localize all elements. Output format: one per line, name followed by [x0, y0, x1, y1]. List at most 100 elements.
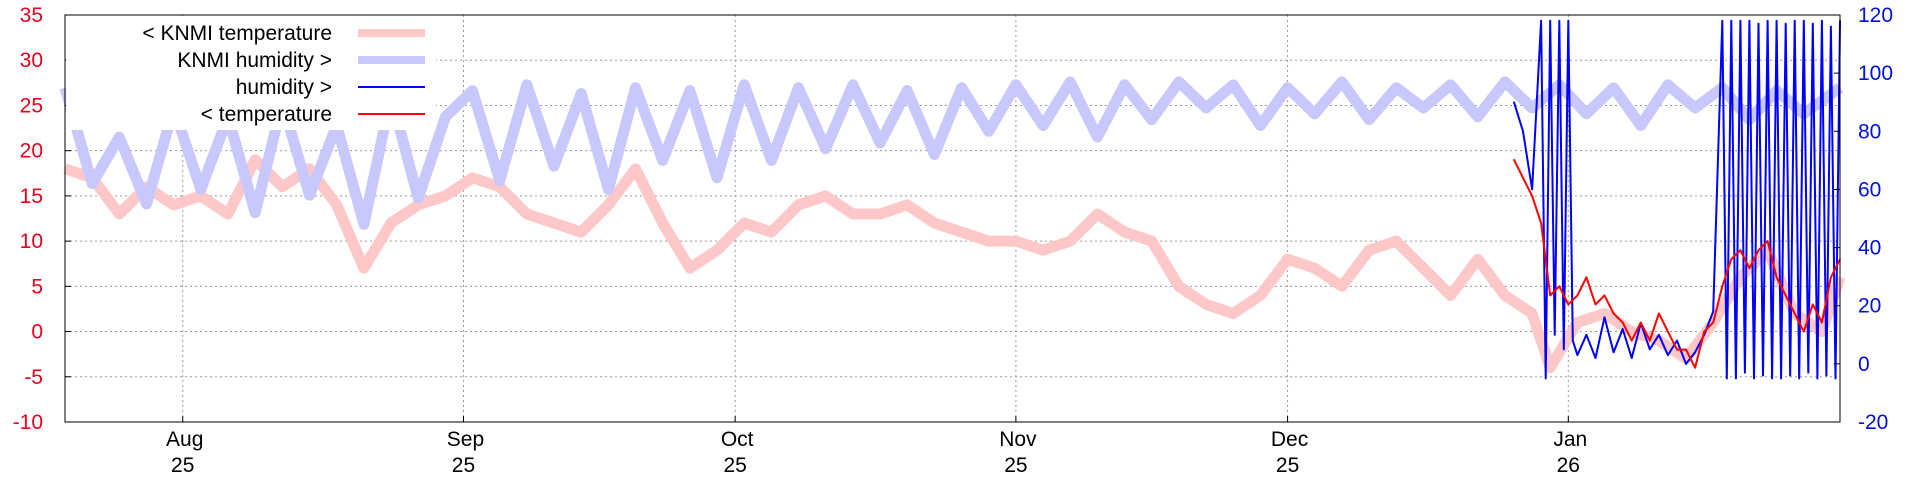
data-point — [1703, 330, 1705, 333]
data-point — [1712, 310, 1714, 313]
series-0 — [63, 154, 1846, 374]
data-point — [1766, 249, 1769, 251]
data-point — [1762, 374, 1764, 377]
data-point — [1771, 377, 1773, 380]
data-point — [1630, 330, 1633, 333]
data-point — [1567, 303, 1570, 306]
data-point — [1313, 113, 1316, 115]
data-point — [1775, 276, 1778, 279]
data-point — [1816, 377, 1819, 380]
data-point — [1649, 348, 1651, 351]
data-point — [1640, 321, 1642, 324]
data-point — [1558, 285, 1561, 288]
data-point — [200, 188, 202, 191]
data-point — [1015, 240, 1017, 242]
y-tick-label: 15 — [20, 185, 43, 208]
data-point — [1694, 366, 1696, 369]
data-point — [661, 222, 664, 224]
x-tick-month: Dec — [1271, 428, 1308, 451]
legend-layer: < KNMI temperature KNMI humidity > humidit… — [66, 16, 436, 130]
data-point — [1784, 22, 1787, 25]
data-point — [363, 267, 365, 270]
data-point — [987, 130, 990, 133]
data-point — [1630, 339, 1633, 342]
data-point — [1621, 328, 1624, 330]
x-tick-month: Aug — [166, 428, 203, 451]
data-point — [1812, 303, 1814, 306]
data-point — [933, 153, 936, 156]
x-tick-month: Oct — [721, 428, 754, 451]
data-point — [145, 203, 148, 205]
data-point — [1712, 321, 1714, 324]
data-point — [417, 204, 420, 206]
y2-tick-label: 0 — [1858, 353, 1870, 376]
data-point — [1825, 374, 1828, 377]
data-point — [553, 222, 555, 224]
data-point — [1676, 339, 1678, 342]
data-point — [1821, 321, 1823, 324]
data-point — [716, 177, 718, 179]
data-point — [1205, 303, 1207, 306]
data-point — [1667, 84, 1669, 86]
data-point — [1069, 81, 1071, 83]
data-point — [1531, 188, 1533, 191]
data-point — [1341, 285, 1343, 288]
data-point — [906, 89, 908, 92]
axes-layer: -10 -5 0 5 10 15 20 25 30 35 -20 0 20 40 60 80 100 120 Aug… — [13, 4, 1893, 477]
data-point — [852, 84, 854, 86]
data-point — [1259, 124, 1262, 127]
data-point — [1576, 294, 1579, 297]
data-point — [1563, 348, 1565, 351]
data-point — [716, 249, 718, 251]
data-point — [1821, 330, 1823, 333]
data-point — [1422, 107, 1425, 109]
data-point — [1395, 240, 1398, 242]
data-point — [797, 204, 800, 206]
data-point — [879, 213, 881, 215]
data-point — [1576, 354, 1579, 356]
data-point — [1567, 20, 1570, 22]
data-point — [1821, 20, 1823, 22]
data-point — [1015, 84, 1017, 86]
y-tick-label: 35 — [20, 4, 43, 27]
x-tick-month: Jan — [1553, 428, 1587, 451]
data-point — [1522, 177, 1524, 179]
data-point — [1286, 86, 1289, 89]
data-point — [471, 89, 474, 92]
y-tick-label: 0 — [31, 321, 43, 344]
y2-tick-label: 120 — [1858, 4, 1893, 27]
data-point — [743, 222, 745, 224]
data-point — [1522, 130, 1524, 133]
data-point — [1812, 22, 1814, 25]
y-tick-label: -10 — [13, 411, 43, 434]
data-point — [1178, 285, 1180, 288]
data-point — [1667, 354, 1669, 356]
data-point — [1549, 294, 1551, 297]
data-point — [1150, 118, 1153, 121]
data-point — [580, 231, 582, 233]
data-point — [1558, 20, 1561, 22]
data-point — [91, 182, 93, 185]
data-point — [824, 147, 827, 150]
legend-label: < temperature — [201, 103, 332, 126]
data-point — [1422, 267, 1425, 270]
data-point — [1775, 20, 1778, 22]
data-point — [1612, 312, 1615, 315]
data-point — [580, 92, 582, 95]
data-point — [1205, 107, 1207, 109]
y2-tick-label: -20 — [1858, 411, 1888, 434]
y-tick-label: 10 — [20, 230, 43, 253]
data-point — [118, 136, 121, 138]
data-point — [1585, 334, 1588, 336]
data-point — [1612, 351, 1615, 354]
y-tick-label: 25 — [20, 94, 43, 117]
data-point — [1685, 357, 1687, 360]
data-point — [1572, 339, 1574, 342]
data-point — [634, 86, 637, 89]
data-point — [1721, 20, 1724, 22]
data-point — [1649, 339, 1651, 342]
data-point — [1549, 20, 1551, 22]
data-point — [308, 168, 311, 170]
